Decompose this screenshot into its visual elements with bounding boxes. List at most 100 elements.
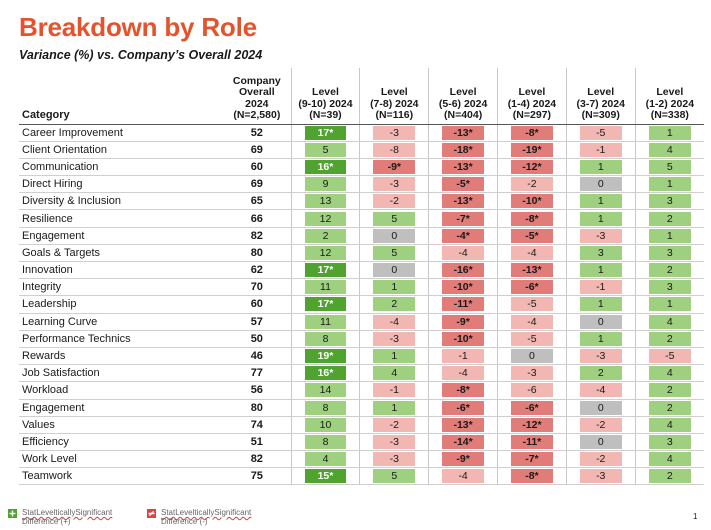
overall-value-cell: 56 xyxy=(223,381,292,400)
category-cell: Diversity & Inclusion xyxy=(19,192,224,211)
level-header-line: Level xyxy=(449,86,477,98)
level-value-cell: 17* xyxy=(290,124,360,142)
variance-value: -12* xyxy=(511,159,553,174)
level-header-line: (9-10) 2024 xyxy=(298,97,353,110)
variance-value: 15* xyxy=(304,469,347,484)
variance-value: -1 xyxy=(579,280,622,295)
variance-value: -5 xyxy=(511,297,553,312)
overall-value-cell: 69 xyxy=(223,175,292,194)
level-value-cell: -11* xyxy=(497,433,567,452)
variance-value: -3 xyxy=(373,452,416,467)
variance-value: 1 xyxy=(373,280,416,295)
variance-value: -4 xyxy=(373,314,416,329)
variance-value: 13 xyxy=(304,194,347,209)
variance-value: -2 xyxy=(373,194,416,209)
variance-value: 0 xyxy=(373,263,416,278)
level-value-cell: 3 xyxy=(565,244,636,263)
level-value-cell: 3 xyxy=(634,244,704,263)
level-value-cell: -4 xyxy=(359,313,429,331)
level-header-line: Level xyxy=(518,86,546,98)
level-value-cell: 8 xyxy=(290,433,360,452)
variance-value: 4 xyxy=(648,314,691,329)
variance-value: 8 xyxy=(304,434,347,449)
level-value-cell: 2 xyxy=(290,227,360,245)
level-value-cell: -10* xyxy=(428,330,498,348)
level-value-cell: -3 xyxy=(565,467,636,486)
level-value-cell: -10* xyxy=(428,278,498,297)
category-cell: Values xyxy=(19,416,224,434)
legend-positive-line2: Difference (+) xyxy=(22,517,71,526)
level-value-cell: -6* xyxy=(428,399,498,417)
level-value-cell: -2 xyxy=(565,416,636,434)
level-value-cell: -14* xyxy=(428,433,498,452)
variance-value: 2 xyxy=(648,263,691,278)
overall-value-cell: 65 xyxy=(223,192,292,211)
level-value-cell: -4* xyxy=(428,227,498,245)
variance-value: 2 xyxy=(373,297,416,312)
variance-value: -13* xyxy=(442,417,485,432)
variance-value: 5 xyxy=(373,211,416,226)
variance-value: -3 xyxy=(373,177,416,192)
table-row: Workload 56 14 -1 -8* -6 -4 2 xyxy=(19,381,704,400)
category-cell: Career Improvement xyxy=(19,124,224,142)
level-value-cell: -7* xyxy=(428,209,498,228)
overall-value-cell: 77 xyxy=(223,364,292,383)
overall-value-cell: 51 xyxy=(223,433,292,452)
level-value-cell: -13* xyxy=(428,158,498,177)
level-header-line: (N=338) xyxy=(650,109,689,121)
level-value-cell: 1 xyxy=(359,347,429,366)
variance-value: -3 xyxy=(373,331,416,346)
level-value-cell: -4 xyxy=(428,244,498,263)
variance-value: -4 xyxy=(442,469,485,484)
table-row: Performance Technics 50 8 -3 -10* -5 1 2 xyxy=(19,330,704,348)
level-value-cell: -16* xyxy=(428,261,498,280)
category-cell: Leadership xyxy=(19,295,224,314)
variance-value: -4* xyxy=(442,228,485,243)
variance-value: 17* xyxy=(304,263,347,278)
legend-negative-line2: Difference (-) xyxy=(161,517,208,526)
variance-value: -16* xyxy=(442,263,485,278)
variance-value: -7* xyxy=(511,452,553,467)
level-value-cell: -5* xyxy=(497,227,567,245)
table-row: Diversity & Inclusion 65 13 -2 -13* -10* 1 3 xyxy=(19,192,704,211)
variance-value: -8* xyxy=(511,211,553,226)
level-value-cell: -6* xyxy=(497,399,567,417)
level-value-cell: 4 xyxy=(359,364,429,383)
variance-value: 1 xyxy=(579,211,622,226)
category-cell: Performance Technics xyxy=(19,330,224,348)
level-value-cell: -3 xyxy=(359,330,429,348)
variance-value: 1 xyxy=(648,125,691,140)
variance-value: -14* xyxy=(442,434,485,449)
variance-value: 0 xyxy=(373,228,416,243)
level-value-cell: 4 xyxy=(634,450,704,469)
variance-value: -2 xyxy=(579,452,622,467)
variance-value: -5* xyxy=(442,177,485,192)
level-header-line: (1-4) 2024 xyxy=(507,97,557,110)
variance-value: -1 xyxy=(442,349,485,364)
variance-value: 2 xyxy=(579,366,622,381)
level-value-cell: -11* xyxy=(428,295,498,314)
level-value-cell: 5 xyxy=(359,244,429,263)
variance-value: -2 xyxy=(373,417,416,432)
variance-value: -4 xyxy=(442,245,485,260)
level-value-cell: 1 xyxy=(634,227,704,245)
variance-value: -8* xyxy=(511,469,553,484)
level-value-cell: -8* xyxy=(497,467,567,486)
level-value-cell: 0 xyxy=(565,313,636,331)
variance-value: -4 xyxy=(442,366,485,381)
variance-value: 5 xyxy=(304,142,347,157)
table-row: Learning Curve 57 11 -4 -9* -4 0 4 xyxy=(19,313,704,331)
level-value-cell: -13* xyxy=(428,124,498,142)
variance-value: 5 xyxy=(373,469,416,484)
variance-value: -11* xyxy=(511,434,553,449)
minus-icon xyxy=(147,509,156,518)
level-header-line: (N=116) xyxy=(375,109,414,121)
variance-value: 4 xyxy=(648,366,691,381)
level-header-line: Level xyxy=(312,86,339,98)
level-value-cell: 12 xyxy=(290,209,360,228)
level-value-cell: -9* xyxy=(428,313,498,331)
level-value-cell: -1 xyxy=(359,381,429,400)
variance-value: -18* xyxy=(442,142,485,157)
plus-icon xyxy=(8,509,17,518)
variance-value: 3 xyxy=(648,194,691,209)
